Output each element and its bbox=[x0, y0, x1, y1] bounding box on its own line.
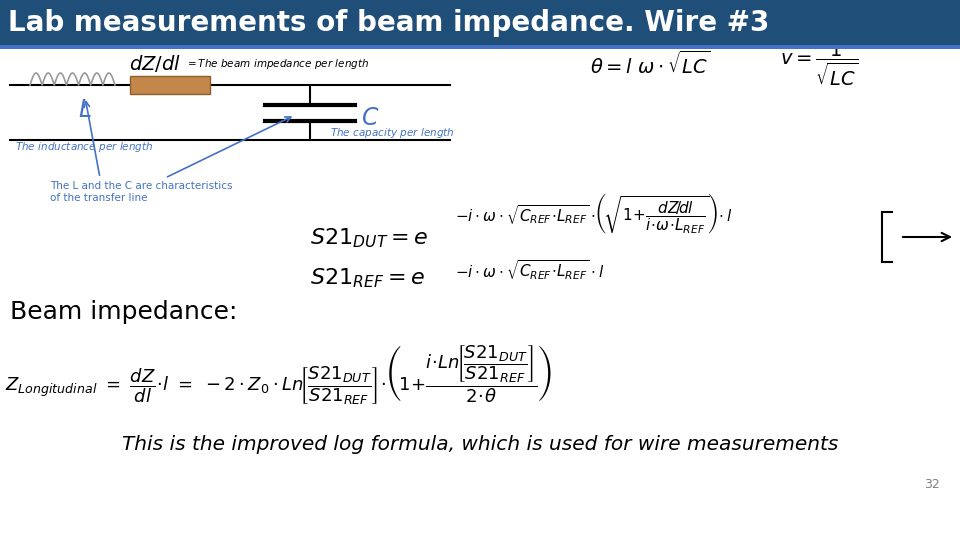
Bar bbox=[0, 0, 960, 45]
Text: $\mathit{The\ inductance\ per\ length}$: $\mathit{The\ inductance\ per\ length}$ bbox=[15, 140, 154, 154]
Text: $L$: $L$ bbox=[78, 98, 92, 122]
Bar bbox=[130, 76, 210, 94]
Text: $-i\cdot\omega\cdot\sqrt{C_{REF}\!\cdot\! L_{REF}}\cdot l$: $-i\cdot\omega\cdot\sqrt{C_{REF}\!\cdot\… bbox=[455, 258, 605, 282]
Text: $-i\cdot\omega\cdot\sqrt{C_{REF}\!\cdot\! L_{REF}}\cdot\!\left(\!\sqrt{1\!+\!\df: $-i\cdot\omega\cdot\sqrt{C_{REF}\!\cdot\… bbox=[455, 192, 732, 236]
Text: $Z_{Longitudinal}\ =\ \dfrac{dZ}{dl}\!\cdot\! l\ =\ -2\cdot Z_0 \cdot Ln\!\left[: $Z_{Longitudinal}\ =\ \dfrac{dZ}{dl}\!\c… bbox=[5, 343, 552, 407]
Text: $\mathit{=The\ beam\ impedance\ per\ length}$: $\mathit{=The\ beam\ impedance\ per\ len… bbox=[185, 57, 369, 71]
Text: $dZ/dl$: $dZ/dl$ bbox=[129, 53, 181, 75]
Bar bbox=[0, 45, 960, 49]
Text: $v = \dfrac{1}{\sqrt{LC}}$: $v = \dfrac{1}{\sqrt{LC}}$ bbox=[780, 40, 858, 87]
Text: Lab measurements of beam impedance. Wire #3: Lab measurements of beam impedance. Wire… bbox=[8, 9, 769, 37]
Text: $S21_{DUT} = e$: $S21_{DUT} = e$ bbox=[310, 226, 428, 250]
Text: $C$: $C$ bbox=[361, 106, 379, 130]
Text: $\theta = l\ \omega \cdot \sqrt{LC}$: $\theta = l\ \omega \cdot \sqrt{LC}$ bbox=[590, 50, 710, 78]
Text: This is the improved log formula, which is used for wire measurements: This is the improved log formula, which … bbox=[122, 435, 838, 455]
Text: $S21_{REF} = e$: $S21_{REF} = e$ bbox=[310, 266, 425, 290]
Text: 32: 32 bbox=[924, 478, 940, 491]
Text: $\mathit{The\ capacity\ per\ length}$: $\mathit{The\ capacity\ per\ length}$ bbox=[330, 126, 455, 140]
Text: The L and the C are characteristics
of the transfer line: The L and the C are characteristics of t… bbox=[50, 181, 232, 203]
Text: Beam impedance:: Beam impedance: bbox=[10, 300, 237, 324]
